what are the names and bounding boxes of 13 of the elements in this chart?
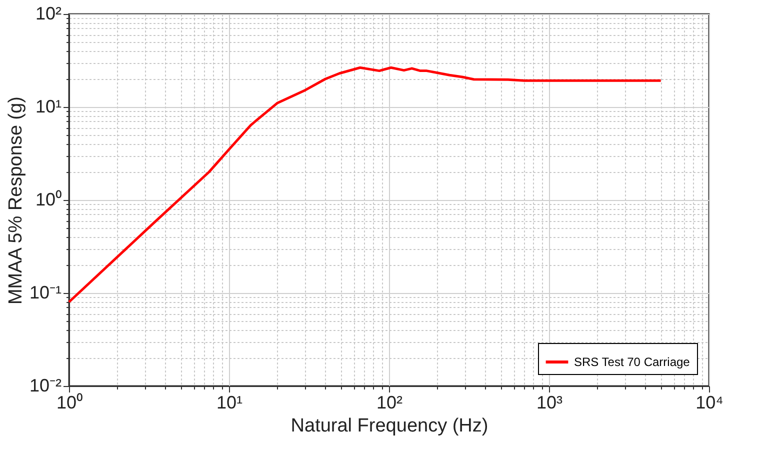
legend-label: SRS Test 70 Carriage — [574, 355, 690, 369]
y-tick-label: 10⁻¹ — [29, 282, 62, 302]
y-tick-label: 10¹ — [35, 96, 62, 116]
x-tick-label: 10⁰ — [56, 392, 83, 412]
y-tick-label: 10⁻² — [29, 376, 62, 396]
y-tick-label: 10² — [35, 4, 62, 24]
x-tick-label: 10² — [376, 392, 403, 412]
x-tick-label: 10¹ — [216, 392, 243, 412]
x-tick-label: 10³ — [536, 392, 563, 412]
x-axis-title: Natural Frequency (Hz) — [290, 416, 488, 436]
x-tick-label: 10⁴ — [696, 392, 724, 412]
y-axis-title: MMAA 5% Response (g) — [5, 96, 26, 305]
y-tick-label: 10⁰ — [35, 190, 62, 210]
